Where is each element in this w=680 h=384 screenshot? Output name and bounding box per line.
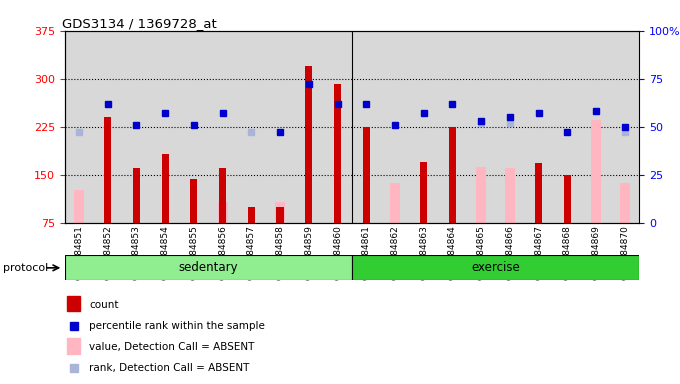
- Bar: [162, 154, 169, 223]
- Bar: [67, 338, 80, 354]
- Bar: [420, 162, 427, 223]
- Bar: [74, 190, 84, 223]
- Bar: [352, 255, 639, 280]
- Bar: [505, 168, 515, 223]
- Text: rank, Detection Call = ABSENT: rank, Detection Call = ABSENT: [89, 363, 250, 373]
- Bar: [218, 202, 228, 223]
- Bar: [219, 168, 226, 223]
- Bar: [248, 207, 255, 223]
- Text: value, Detection Call = ABSENT: value, Detection Call = ABSENT: [89, 342, 254, 352]
- Bar: [390, 183, 400, 223]
- Text: count: count: [89, 300, 118, 310]
- Text: exercise: exercise: [471, 262, 520, 274]
- Bar: [362, 127, 370, 223]
- Bar: [104, 117, 112, 223]
- Bar: [619, 183, 630, 223]
- Text: sedentary: sedentary: [178, 262, 238, 274]
- Text: GDS3134 / 1369728_at: GDS3134 / 1369728_at: [62, 17, 216, 30]
- Bar: [476, 167, 486, 223]
- Bar: [190, 179, 197, 223]
- Bar: [449, 127, 456, 223]
- Bar: [67, 296, 80, 311]
- Bar: [277, 207, 284, 223]
- Bar: [535, 163, 542, 223]
- Bar: [133, 168, 140, 223]
- Text: protocol: protocol: [3, 263, 49, 273]
- Bar: [65, 255, 352, 280]
- Bar: [305, 66, 312, 223]
- Bar: [334, 84, 341, 223]
- Bar: [564, 175, 571, 223]
- Text: percentile rank within the sample: percentile rank within the sample: [89, 321, 265, 331]
- Bar: [275, 202, 285, 223]
- Bar: [591, 120, 601, 223]
